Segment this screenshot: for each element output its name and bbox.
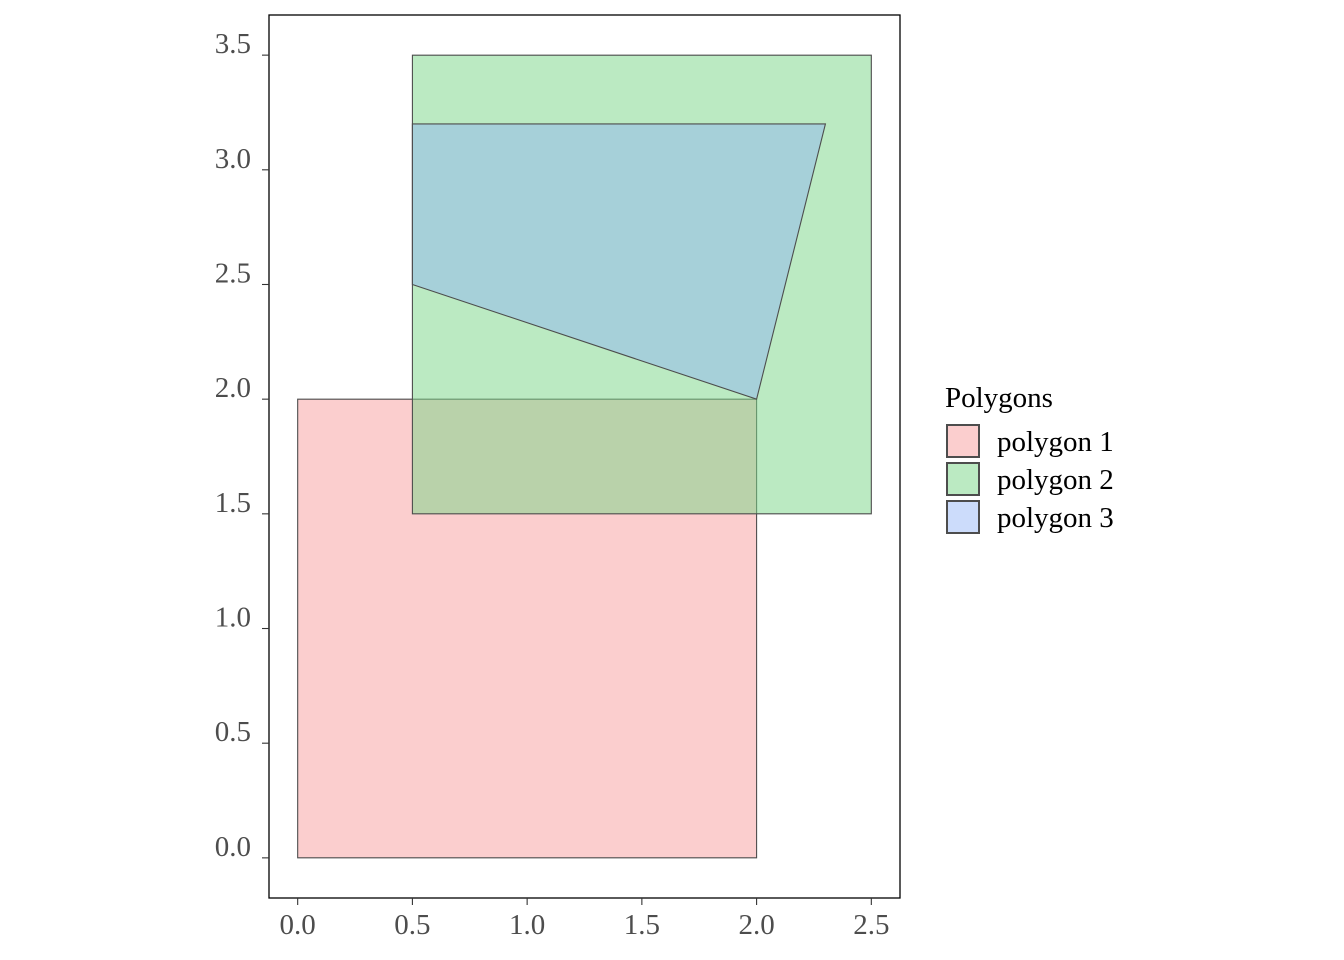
y-tick-label: 0.5 [215,716,251,748]
legend-swatch-1 [946,424,980,458]
x-tick-label: 1.0 [509,909,545,941]
x-tick-label: 2.0 [738,909,774,941]
y-tick-label: 3.5 [215,28,251,60]
legend-title: Polygons [945,382,1053,414]
x-tick-label: 2.5 [853,909,889,941]
y-tick-label: 0.0 [215,831,251,863]
x-tick-label: 0.0 [280,909,316,941]
y-tick-label: 2.0 [215,372,251,404]
legend-label-2: polygon 2 [997,464,1114,496]
legend-key-background [946,500,980,534]
polygon-3 [411,123,827,400]
panel-border [268,14,901,899]
legend-swatch-3 [946,500,980,534]
legend-label-3: polygon 3 [997,502,1114,534]
y-tick-label: 1.5 [215,487,251,519]
x-tick-label: 1.5 [624,909,660,941]
polygons [297,54,872,859]
y-tick-label: 2.5 [215,257,251,289]
axes: 0.0 0.5 1.0 1.5 2.0 2.5 0.0 0.5 1.0 1.5 2.0 2.5 3.0 3… [215,14,901,941]
legend: Polygons polygon 1 polygon 2 polygon 3 [945,382,1114,534]
x-tick-label: 0.5 [394,909,430,941]
legend-label-1: polygon 1 [997,426,1114,458]
y-tick-label: 3.0 [215,143,251,175]
y-tick-label: 1.0 [215,602,251,634]
legend-swatch-2 [946,462,980,496]
